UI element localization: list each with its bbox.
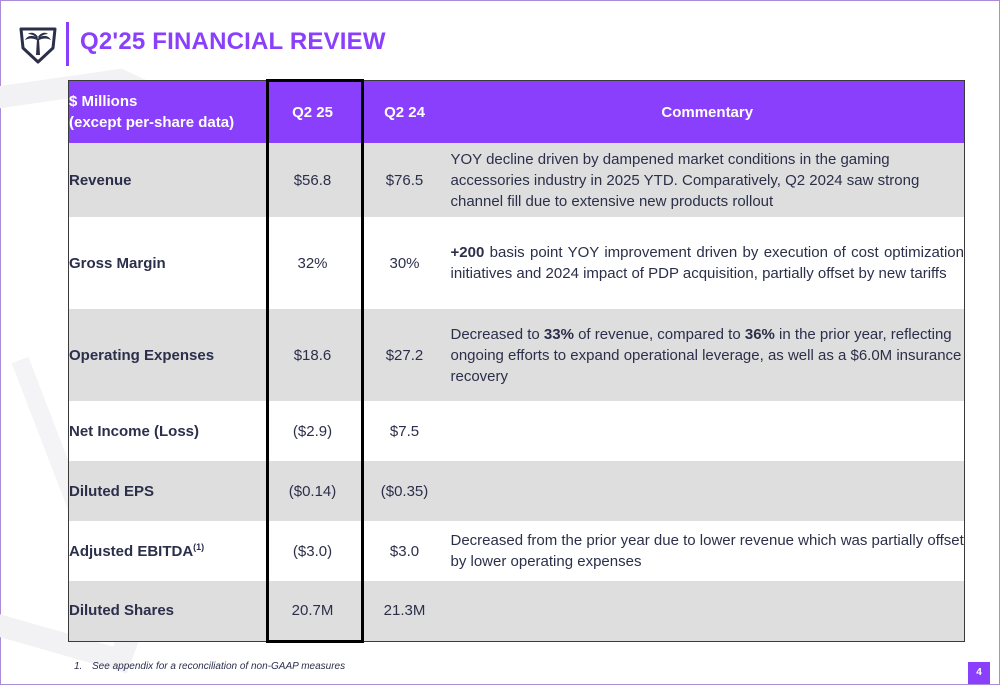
header-commentary: Commentary — [450, 80, 965, 143]
commentary-text: of revenue, compared to — [573, 325, 745, 343]
value-q2-24: $27.2 — [358, 309, 451, 401]
header-units: $ Millions (except per-share data) — [68, 80, 267, 143]
commentary-highlight: +200 — [450, 244, 485, 261]
commentary: +200 basis point YOY improvement driven … — [450, 217, 965, 309]
value-q2-24: ($0.35) — [358, 461, 451, 521]
page-number: 4 — [968, 662, 990, 684]
commentary — [450, 401, 965, 461]
value-q2-25: $18.6 — [266, 309, 359, 401]
header-units-line1: $ Millions — [69, 93, 138, 110]
commentary: YOY decline driven by dampened market co… — [450, 143, 965, 217]
table-row-operating-expenses: Operating Expenses $18.6 $27.2 Decreased… — [68, 309, 965, 401]
header-units-line2: (except per-share data) — [69, 114, 235, 131]
value-q2-25: 32% — [266, 217, 359, 309]
table-row-gross-margin: Gross Margin 32% 30% +200 basis point YO… — [68, 217, 965, 309]
value-q2-24: $76.5 — [358, 143, 451, 217]
commentary: Decreased from the prior year due to low… — [450, 521, 965, 581]
row-label-text: Adjusted EBITDA — [69, 542, 194, 560]
commentary — [450, 581, 965, 641]
commentary-highlight: 36% — [744, 325, 775, 343]
financial-summary-table: $ Millions (except per-share data) Q2 25… — [68, 80, 965, 642]
title-divider — [66, 22, 69, 66]
row-label: Revenue — [68, 143, 267, 217]
row-label: Diluted Shares — [68, 581, 267, 641]
table-row-diluted-eps: Diluted EPS ($0.14) ($0.35) — [68, 461, 965, 521]
footnote: 1. See appendix for a reconciliation of n… — [74, 661, 345, 672]
value-q2-25: ($2.9) — [266, 401, 359, 461]
value-q2-24: 21.3M — [358, 581, 451, 641]
value-q2-24: $3.0 — [358, 521, 451, 581]
commentary-highlight: 33% — [543, 325, 574, 343]
row-label: Gross Margin — [68, 217, 267, 309]
value-q2-25: 20.7M — [266, 581, 359, 641]
value-q2-24: $7.5 — [358, 401, 451, 461]
footnote-text: See appendix for a reconciliation of non… — [92, 661, 346, 672]
header-q2-25: Q2 25 — [266, 80, 359, 143]
row-label: Operating Expenses — [68, 309, 267, 401]
table-row-adjusted-ebitda: Adjusted EBITDA(1) ($3.0) $3.0 Decreased… — [68, 521, 965, 581]
table-row-net-income: Net Income (Loss) ($2.9) $7.5 — [68, 401, 965, 461]
commentary-text: basis point YOY improvement driven by ex… — [450, 244, 965, 282]
row-label: Net Income (Loss) — [68, 401, 267, 461]
footnote-number: 1. — [74, 661, 83, 672]
page-title: Q2'25 FINANCIAL REVIEW — [80, 28, 386, 55]
value-q2-25: $56.8 — [266, 143, 359, 217]
value-q2-25: ($0.14) — [266, 461, 359, 521]
table-row-diluted-shares: Diluted Shares 20.7M 21.3M — [68, 581, 965, 641]
row-label: Diluted EPS — [68, 461, 267, 521]
table-row-revenue: Revenue $56.8 $76.5 YOY decline driven b… — [68, 143, 965, 217]
value-q2-24: 30% — [358, 217, 451, 309]
value-q2-25: ($3.0) — [266, 521, 359, 581]
commentary-text: in the prior year, reflecting ongoing ef… — [450, 325, 962, 385]
commentary-text: Decreased to — [450, 325, 544, 343]
row-label: Adjusted EBITDA(1) — [68, 521, 267, 581]
commentary: Decreased to 33% of revenue, compared to… — [450, 309, 965, 401]
footnote-marker: (1) — [193, 541, 205, 552]
table-header-row: $ Millions (except per-share data) Q2 25… — [68, 80, 965, 143]
header-q2-24: Q2 24 — [358, 80, 451, 143]
commentary — [450, 461, 965, 521]
palm-tree-icon — [19, 27, 57, 64]
